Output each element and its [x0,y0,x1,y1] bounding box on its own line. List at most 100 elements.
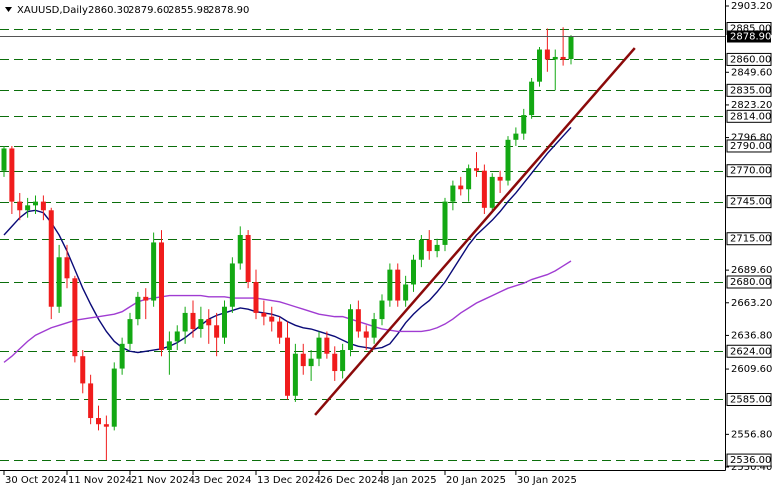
candle-body [324,337,330,354]
candle-body [371,319,377,338]
candle-body [1,148,7,171]
level-label: 2585.00 [730,394,771,405]
level-label-box [726,392,772,406]
y-tick-label: 2636.80 [731,330,772,341]
candle-body [552,56,558,60]
candle-body [340,350,346,372]
ohlc-high: 2879.60 [128,5,169,16]
level-label: 2745.00 [730,197,771,208]
trendline [314,47,636,416]
level-label-box [726,164,772,178]
candle-body [332,353,338,372]
candle-body [292,353,298,396]
candle-body [9,148,15,202]
x-tick-label: 30 Oct 2024 [5,475,67,486]
ohlc-close: 2878.90 [208,5,249,16]
level-label: 2835.00 [730,85,771,96]
candle-body [25,205,31,211]
level-label: 2536.00 [730,455,771,466]
candle-body [229,263,235,307]
candle-body [174,331,180,342]
candle-body [127,319,133,344]
candle-body [143,296,149,301]
candle-body [442,201,448,245]
candle-body [458,185,464,190]
level-label-box [726,52,772,66]
y-tick-label: 2823.20 [731,100,772,111]
candle-body [80,356,86,384]
candle-body [403,284,409,301]
last-price-label: 2878.90 [730,32,771,43]
level-label-box [726,344,772,358]
candle-body [505,139,511,181]
candle-body [103,424,109,427]
candle-body [411,259,416,285]
candle-body [40,201,46,211]
candle-body [481,170,487,208]
level-label: 2715.00 [730,234,771,245]
candle-body [474,168,479,171]
candle-body [300,353,306,367]
candle-body [450,185,456,202]
candle-body [56,257,62,307]
level-label-box [726,139,772,153]
candle-body [544,49,550,60]
candle-body [316,337,322,359]
candle-body [190,312,196,329]
y-tick-label: 2556.80 [731,429,772,440]
candle-body [237,235,243,264]
candle-body [17,201,23,211]
candle-body [395,269,401,301]
x-tick-label: 8 Jan 2025 [383,475,437,486]
candle-body [198,319,204,329]
level-label: 2814.00 [730,111,771,122]
ohlc-open: 2860.30 [88,5,129,16]
candle-body [72,278,78,357]
x-tick-label: 26 Dec 2024 [320,475,384,486]
level-label-box [726,83,772,97]
candle-body [48,210,54,307]
candle-body [568,36,574,60]
moving-average [3,260,572,363]
candle-body [537,49,542,82]
menu-icon[interactable] [5,7,12,12]
x-tick-label: 13 Dec 2024 [257,475,321,486]
x-tick-label: 30 Jan 2025 [517,475,577,486]
candle-body [135,296,141,320]
candle-body [96,418,101,425]
candle-body [245,235,251,283]
candle-body [253,282,259,313]
candle-body [418,239,424,260]
y-tick-label: 2663.20 [731,298,772,309]
candle-body [379,300,385,320]
level-label: 2770.00 [730,166,771,177]
level-label: 2680.00 [730,277,771,288]
candle-body [119,343,125,369]
candle-body [513,133,519,140]
candle-body [434,244,440,252]
chart-title: XAUUSD,Daily [17,5,88,16]
candle-body [426,239,432,252]
candle-body [166,341,172,351]
y-tick-label: 2903.20 [731,1,772,12]
candle-body [497,176,503,181]
level-label-box [726,195,772,209]
candle-body [529,81,535,116]
candle-body [560,56,566,60]
candle-body [521,115,527,134]
y-tick-label: 2609.60 [731,364,772,375]
candle-body [159,242,164,351]
level-label: 2860.00 [730,54,771,65]
candle-body [261,312,267,317]
candle-body [111,368,117,427]
candle-body [182,312,188,332]
x-tick-label: 20 Jan 2025 [446,475,506,486]
candle-body [269,316,275,322]
candle-body [489,176,495,208]
candle-body [308,358,314,367]
level-label: 2885.00 [730,24,771,35]
candle-body [355,309,361,332]
candle-body [88,383,94,419]
